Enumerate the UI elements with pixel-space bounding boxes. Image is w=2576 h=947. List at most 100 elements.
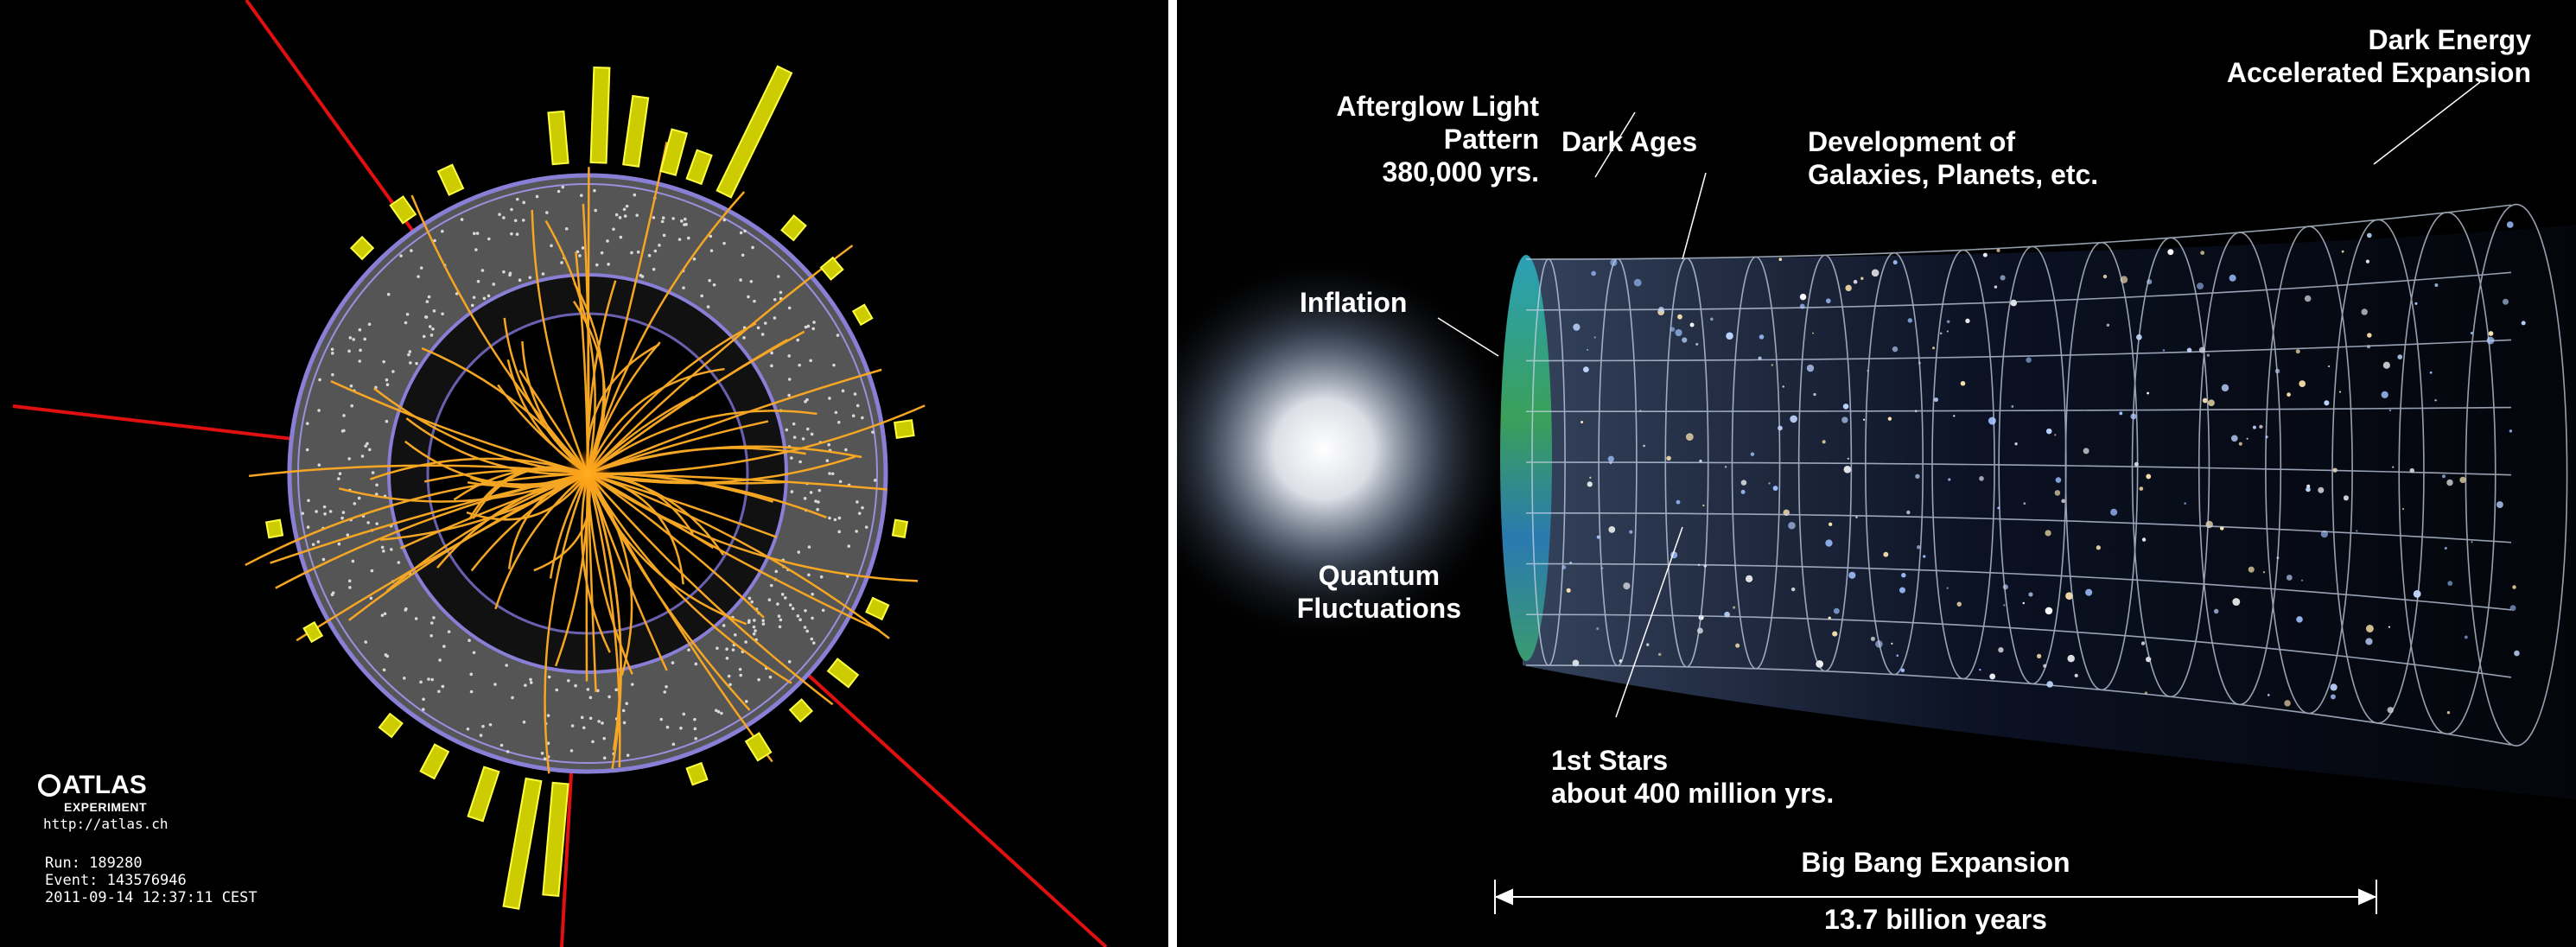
detector-hit	[708, 279, 711, 283]
galaxy	[1583, 366, 1589, 372]
detector-hit	[761, 333, 765, 336]
calorimeter-bar	[504, 779, 542, 909]
detector-hit	[523, 721, 526, 724]
detector-hit	[648, 254, 652, 257]
detector-hit	[807, 325, 811, 328]
calorimeter-bar-rect	[504, 779, 542, 909]
galaxy	[2085, 589, 2092, 596]
detector-hit	[322, 558, 326, 562]
detector-hit	[382, 550, 385, 553]
detector-hit	[420, 266, 423, 270]
detector-hit	[861, 416, 864, 420]
galaxy	[2119, 411, 2122, 415]
galaxy	[2214, 609, 2219, 614]
galaxy	[1623, 582, 1630, 589]
galaxy	[2397, 354, 2402, 359]
detector-hit	[710, 249, 714, 252]
calorimeter-bar-rect	[391, 196, 416, 223]
detector-hit	[438, 658, 442, 662]
galaxy	[2046, 429, 2052, 435]
detector-hit	[383, 669, 386, 672]
detector-hit	[342, 414, 346, 417]
detector-hit	[342, 511, 346, 514]
detector-hit	[489, 723, 493, 727]
detector-hit	[844, 448, 848, 452]
detector-hit	[817, 500, 820, 504]
detector-hit	[828, 517, 831, 520]
dark-energy-pointer	[2374, 82, 2480, 164]
galaxy	[1872, 269, 1880, 276]
detector-hit	[750, 601, 754, 604]
detector-hit	[661, 220, 665, 224]
detector-hit	[776, 602, 779, 606]
detector-hit	[578, 254, 582, 257]
galaxy	[2010, 300, 2017, 307]
detector-hit	[874, 479, 877, 482]
detector-hit	[777, 275, 780, 278]
detector-hit	[368, 448, 372, 452]
detector-hit	[631, 683, 634, 686]
galaxy	[1906, 511, 1910, 514]
detector-hit	[518, 278, 522, 282]
detector-hit	[753, 619, 756, 622]
galaxy	[1825, 539, 1832, 546]
detector-hit	[426, 300, 429, 303]
detector-hit	[855, 500, 859, 504]
detector-hit	[827, 443, 830, 447]
galaxy	[2110, 509, 2117, 516]
detector-hit	[432, 616, 436, 620]
atlas-detector-graphic	[0, 0, 1168, 947]
detector-hit	[560, 261, 563, 264]
galaxy	[2388, 626, 2390, 628]
detector-hit	[350, 404, 353, 408]
galaxy	[1923, 555, 1925, 557]
detector-hit	[516, 198, 519, 201]
galaxy	[2434, 399, 2436, 401]
event-timestamp: 2011-09-14 12:37:11 CEST	[45, 890, 258, 907]
detector-hit	[687, 237, 690, 240]
detector-hit	[764, 321, 767, 325]
detector-hit	[427, 677, 430, 681]
detector-hit	[694, 728, 697, 731]
galaxy	[1998, 647, 2003, 652]
galaxy	[1771, 364, 1773, 365]
detector-hit	[787, 394, 791, 397]
galaxy	[2365, 638, 2372, 645]
detector-hit	[561, 186, 564, 189]
galaxy	[1940, 333, 1942, 334]
galaxy	[2496, 501, 2503, 508]
detector-hit	[399, 254, 403, 257]
galaxy	[2208, 399, 2215, 406]
detector-hit	[306, 448, 309, 452]
detector-hit	[726, 657, 729, 660]
galaxy	[2141, 641, 2145, 645]
detector-hit	[473, 232, 476, 235]
detector-hit	[502, 216, 506, 219]
detector-hit	[339, 472, 342, 475]
detector-hit	[770, 584, 773, 588]
detector-hit	[743, 230, 747, 233]
atlas-event-display: ATLAS EXPERIMENT http://atlas.ch Run: 18…	[0, 0, 1168, 947]
detector-hit	[748, 597, 752, 601]
galaxy	[1829, 523, 1832, 526]
galaxy	[1996, 249, 2000, 252]
detector-hit	[762, 622, 766, 626]
detector-hit	[510, 208, 513, 212]
detector-hit	[511, 696, 514, 700]
galaxy	[1860, 277, 1863, 280]
detector-hit	[728, 675, 731, 678]
detector-hit	[307, 499, 310, 502]
galaxy	[2000, 275, 2006, 280]
galaxy	[2061, 499, 2065, 504]
detector-hit	[409, 350, 412, 353]
galaxy	[1686, 433, 1694, 441]
galaxy	[2414, 302, 2417, 305]
detector-hit	[385, 378, 389, 382]
detector-hit	[614, 689, 618, 692]
detector-hit	[811, 327, 815, 331]
calorimeter-bar-rect	[548, 111, 568, 164]
galaxy	[1594, 336, 1596, 338]
galaxy	[2167, 249, 2173, 255]
galaxy	[2471, 541, 2473, 543]
galaxy	[1899, 588, 1905, 594]
